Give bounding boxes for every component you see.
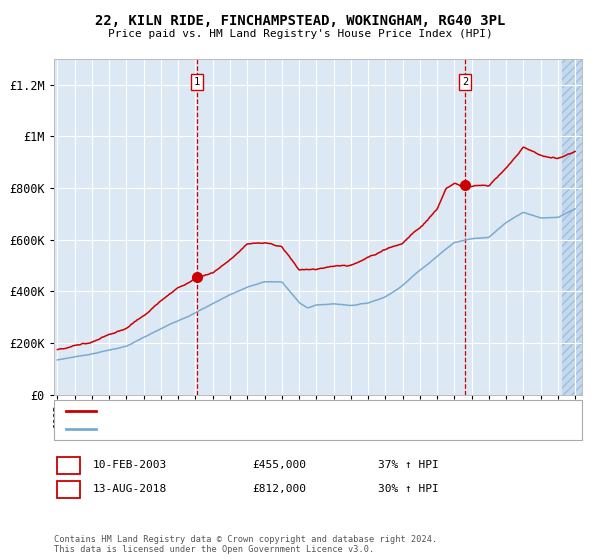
Text: 2: 2 — [65, 483, 72, 496]
Text: 30% ↑ HPI: 30% ↑ HPI — [378, 484, 439, 494]
Bar — [562, 59, 582, 395]
Text: 1: 1 — [194, 77, 200, 87]
Text: 1: 1 — [65, 459, 72, 472]
Text: 2: 2 — [462, 77, 468, 87]
Text: 22, KILN RIDE, FINCHAMPSTEAD, WOKINGHAM, RG40 3PL (detached house): 22, KILN RIDE, FINCHAMPSTEAD, WOKINGHAM,… — [102, 407, 490, 417]
Text: 22, KILN RIDE, FINCHAMPSTEAD, WOKINGHAM, RG40 3PL: 22, KILN RIDE, FINCHAMPSTEAD, WOKINGHAM,… — [95, 14, 505, 28]
Text: Price paid vs. HM Land Registry's House Price Index (HPI): Price paid vs. HM Land Registry's House … — [107, 29, 493, 39]
Text: £812,000: £812,000 — [252, 484, 306, 494]
Text: 13-AUG-2018: 13-AUG-2018 — [93, 484, 167, 494]
Text: £455,000: £455,000 — [252, 460, 306, 470]
Text: 37% ↑ HPI: 37% ↑ HPI — [378, 460, 439, 470]
Text: Contains HM Land Registry data © Crown copyright and database right 2024.
This d: Contains HM Land Registry data © Crown c… — [54, 535, 437, 554]
Text: HPI: Average price, detached house, Wokingham: HPI: Average price, detached house, Woki… — [102, 423, 367, 433]
Text: 10-FEB-2003: 10-FEB-2003 — [93, 460, 167, 470]
